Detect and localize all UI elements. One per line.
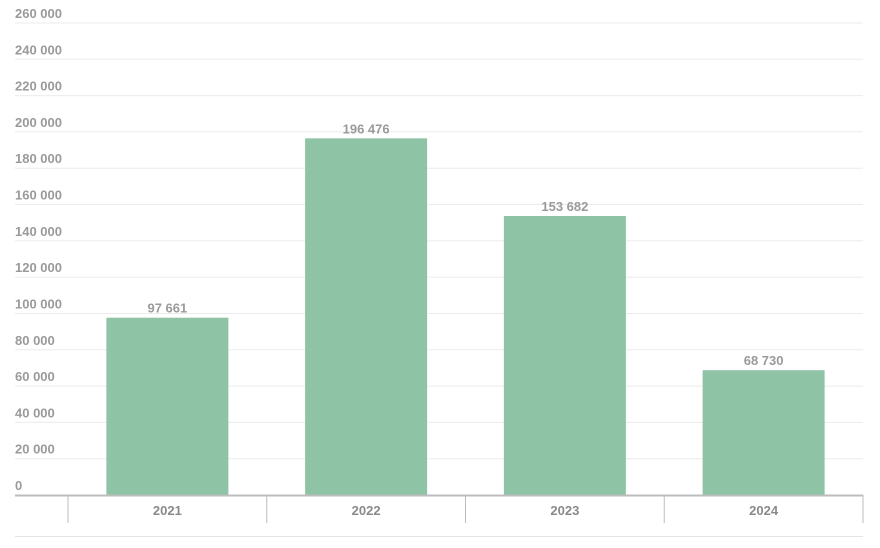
- y-tick-label: 220 000: [15, 79, 62, 94]
- y-tick-label: 120 000: [15, 260, 62, 275]
- x-tick-label-2024: 2024: [749, 503, 779, 518]
- y-tick-label: 20 000: [15, 442, 55, 457]
- data-label-2021: 97 661: [147, 301, 187, 316]
- y-tick-label: 40 000: [15, 405, 55, 420]
- bar-2024: [702, 370, 825, 495]
- bar-2023: [503, 216, 626, 495]
- data-labels: 97 661 196 476 153 682 68 730: [147, 121, 783, 368]
- data-label-2022: 196 476: [343, 121, 390, 136]
- y-axis-tick-labels: 0 20 000 40 000 60 000 80 000 100 000 120 000 1…: [15, 6, 62, 493]
- y-tick-label: 180 000: [15, 151, 62, 166]
- bars: [106, 138, 825, 495]
- y-tick-label: 60 000: [15, 369, 55, 384]
- y-tick-label: 80 000: [15, 333, 55, 348]
- y-tick-label: 100 000: [15, 296, 62, 311]
- x-tick-label-2023: 2023: [550, 503, 579, 518]
- data-label-2023: 153 682: [541, 199, 588, 214]
- y-tick-label: 0: [15, 478, 22, 493]
- y-tick-label: 140 000: [15, 224, 62, 239]
- data-label-2024: 68 730: [744, 353, 784, 368]
- y-tick-label: 200 000: [15, 115, 62, 130]
- bar-2021: [106, 317, 229, 495]
- y-tick-label: 240 000: [15, 42, 62, 57]
- x-axis: [15, 494, 864, 537]
- bar-2022: [305, 138, 428, 495]
- y-tick-label: 160 000: [15, 188, 62, 203]
- x-tick-label-2022: 2022: [352, 503, 381, 518]
- y-tick-label: 260 000: [15, 6, 62, 21]
- x-axis-category-labels: 2021 2022 2023 2024: [153, 503, 779, 518]
- x-tick-label-2021: 2021: [153, 503, 182, 518]
